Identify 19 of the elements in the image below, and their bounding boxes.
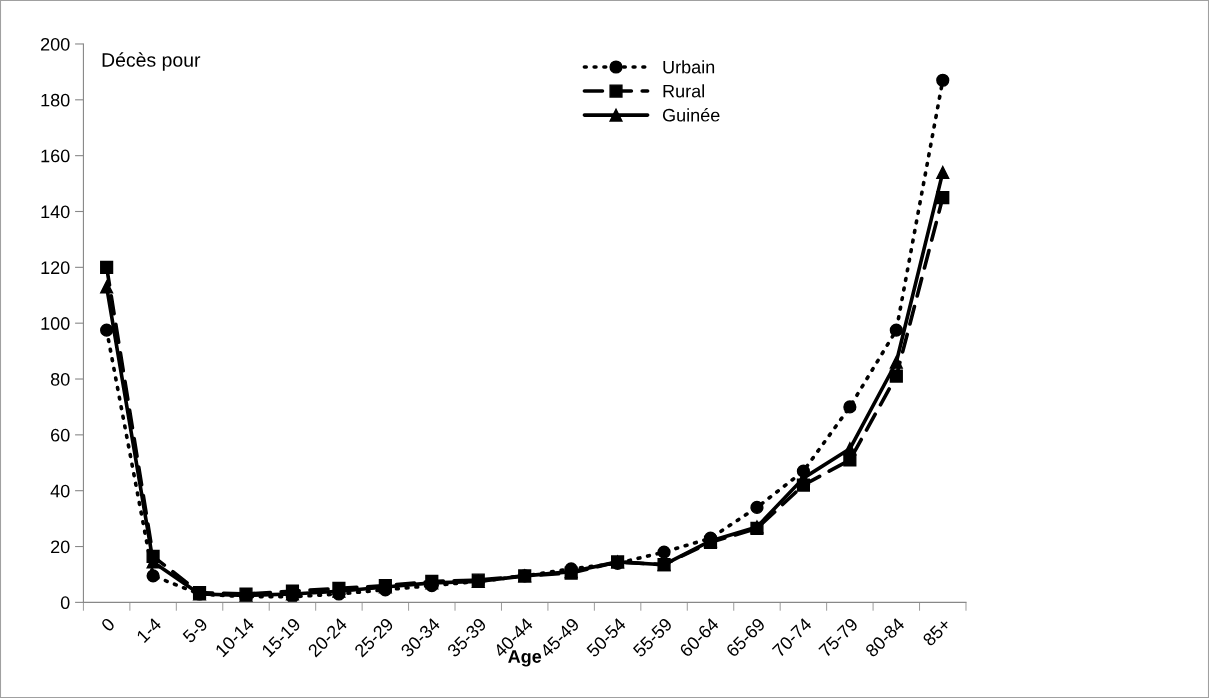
y-tick-label: 0 — [60, 596, 70, 610]
y-tick-label: 120 — [41, 261, 70, 275]
legend-label: Guinée — [662, 108, 720, 122]
x-tick-label: 0 — [100, 617, 116, 633]
y-tick-label: 20 — [51, 540, 70, 554]
legend-label: Urbain — [663, 60, 715, 74]
x-tick-label: 1-4 — [136, 617, 162, 643]
y-tick-label: 40 — [50, 484, 70, 498]
y-tick-label: 160 — [41, 149, 70, 163]
y-tick-label: 180 — [41, 93, 70, 107]
y-tick-label: 140 — [41, 205, 70, 219]
y-tick-label: 200 — [41, 37, 70, 51]
y-tick-label: 80 — [50, 372, 70, 386]
y-tick-label: 100 — [41, 317, 70, 330]
y-axis-title: Décès pour — [102, 52, 201, 71]
x-tick-label: 85+ — [922, 617, 952, 647]
x-tick-label: 5-9 — [181, 617, 209, 644]
y-tick-label: 60 — [51, 428, 70, 442]
legend-label: Rural — [663, 84, 704, 98]
